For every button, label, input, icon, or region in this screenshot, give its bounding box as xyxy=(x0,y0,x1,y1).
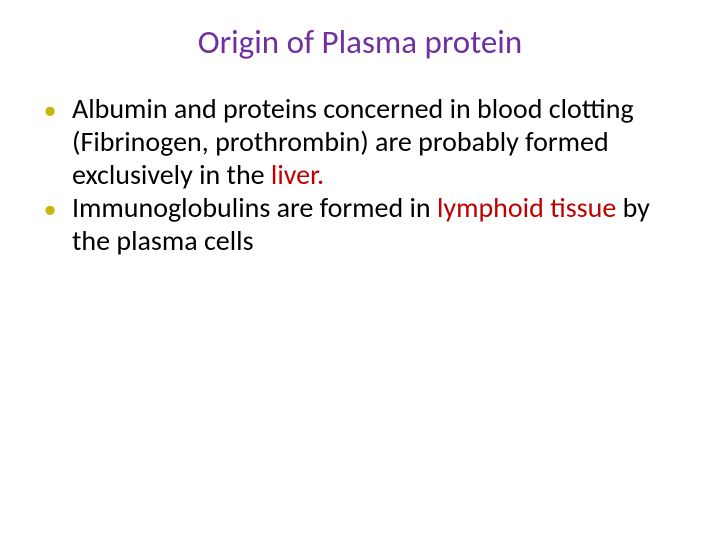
bullet-icon: ● xyxy=(44,101,56,121)
bullet-icon: ● xyxy=(44,200,56,220)
text-run: Albumin and proteins concerned in blood … xyxy=(72,91,634,192)
highlight-run: lymphoid tissue xyxy=(437,190,623,225)
slide-title: Origin of Plasma protein xyxy=(40,22,680,62)
highlight-run: liver. xyxy=(271,157,324,192)
slide: Origin of Plasma protein ● Albumin and pr… xyxy=(0,0,720,540)
bullet-item: ● Immunoglobulins are formed in lymphoid… xyxy=(44,191,680,257)
bullet-text: Albumin and proteins concerned in blood … xyxy=(72,91,634,192)
text-run: Immunoglobulins are formed in xyxy=(72,190,437,225)
bullet-item: ● Albumin and proteins concerned in blood… xyxy=(44,92,680,191)
slide-body: ● Albumin and proteins concerned in blood… xyxy=(40,92,680,257)
bullet-text: Immunoglobulins are formed in lymphoid t… xyxy=(72,190,650,258)
